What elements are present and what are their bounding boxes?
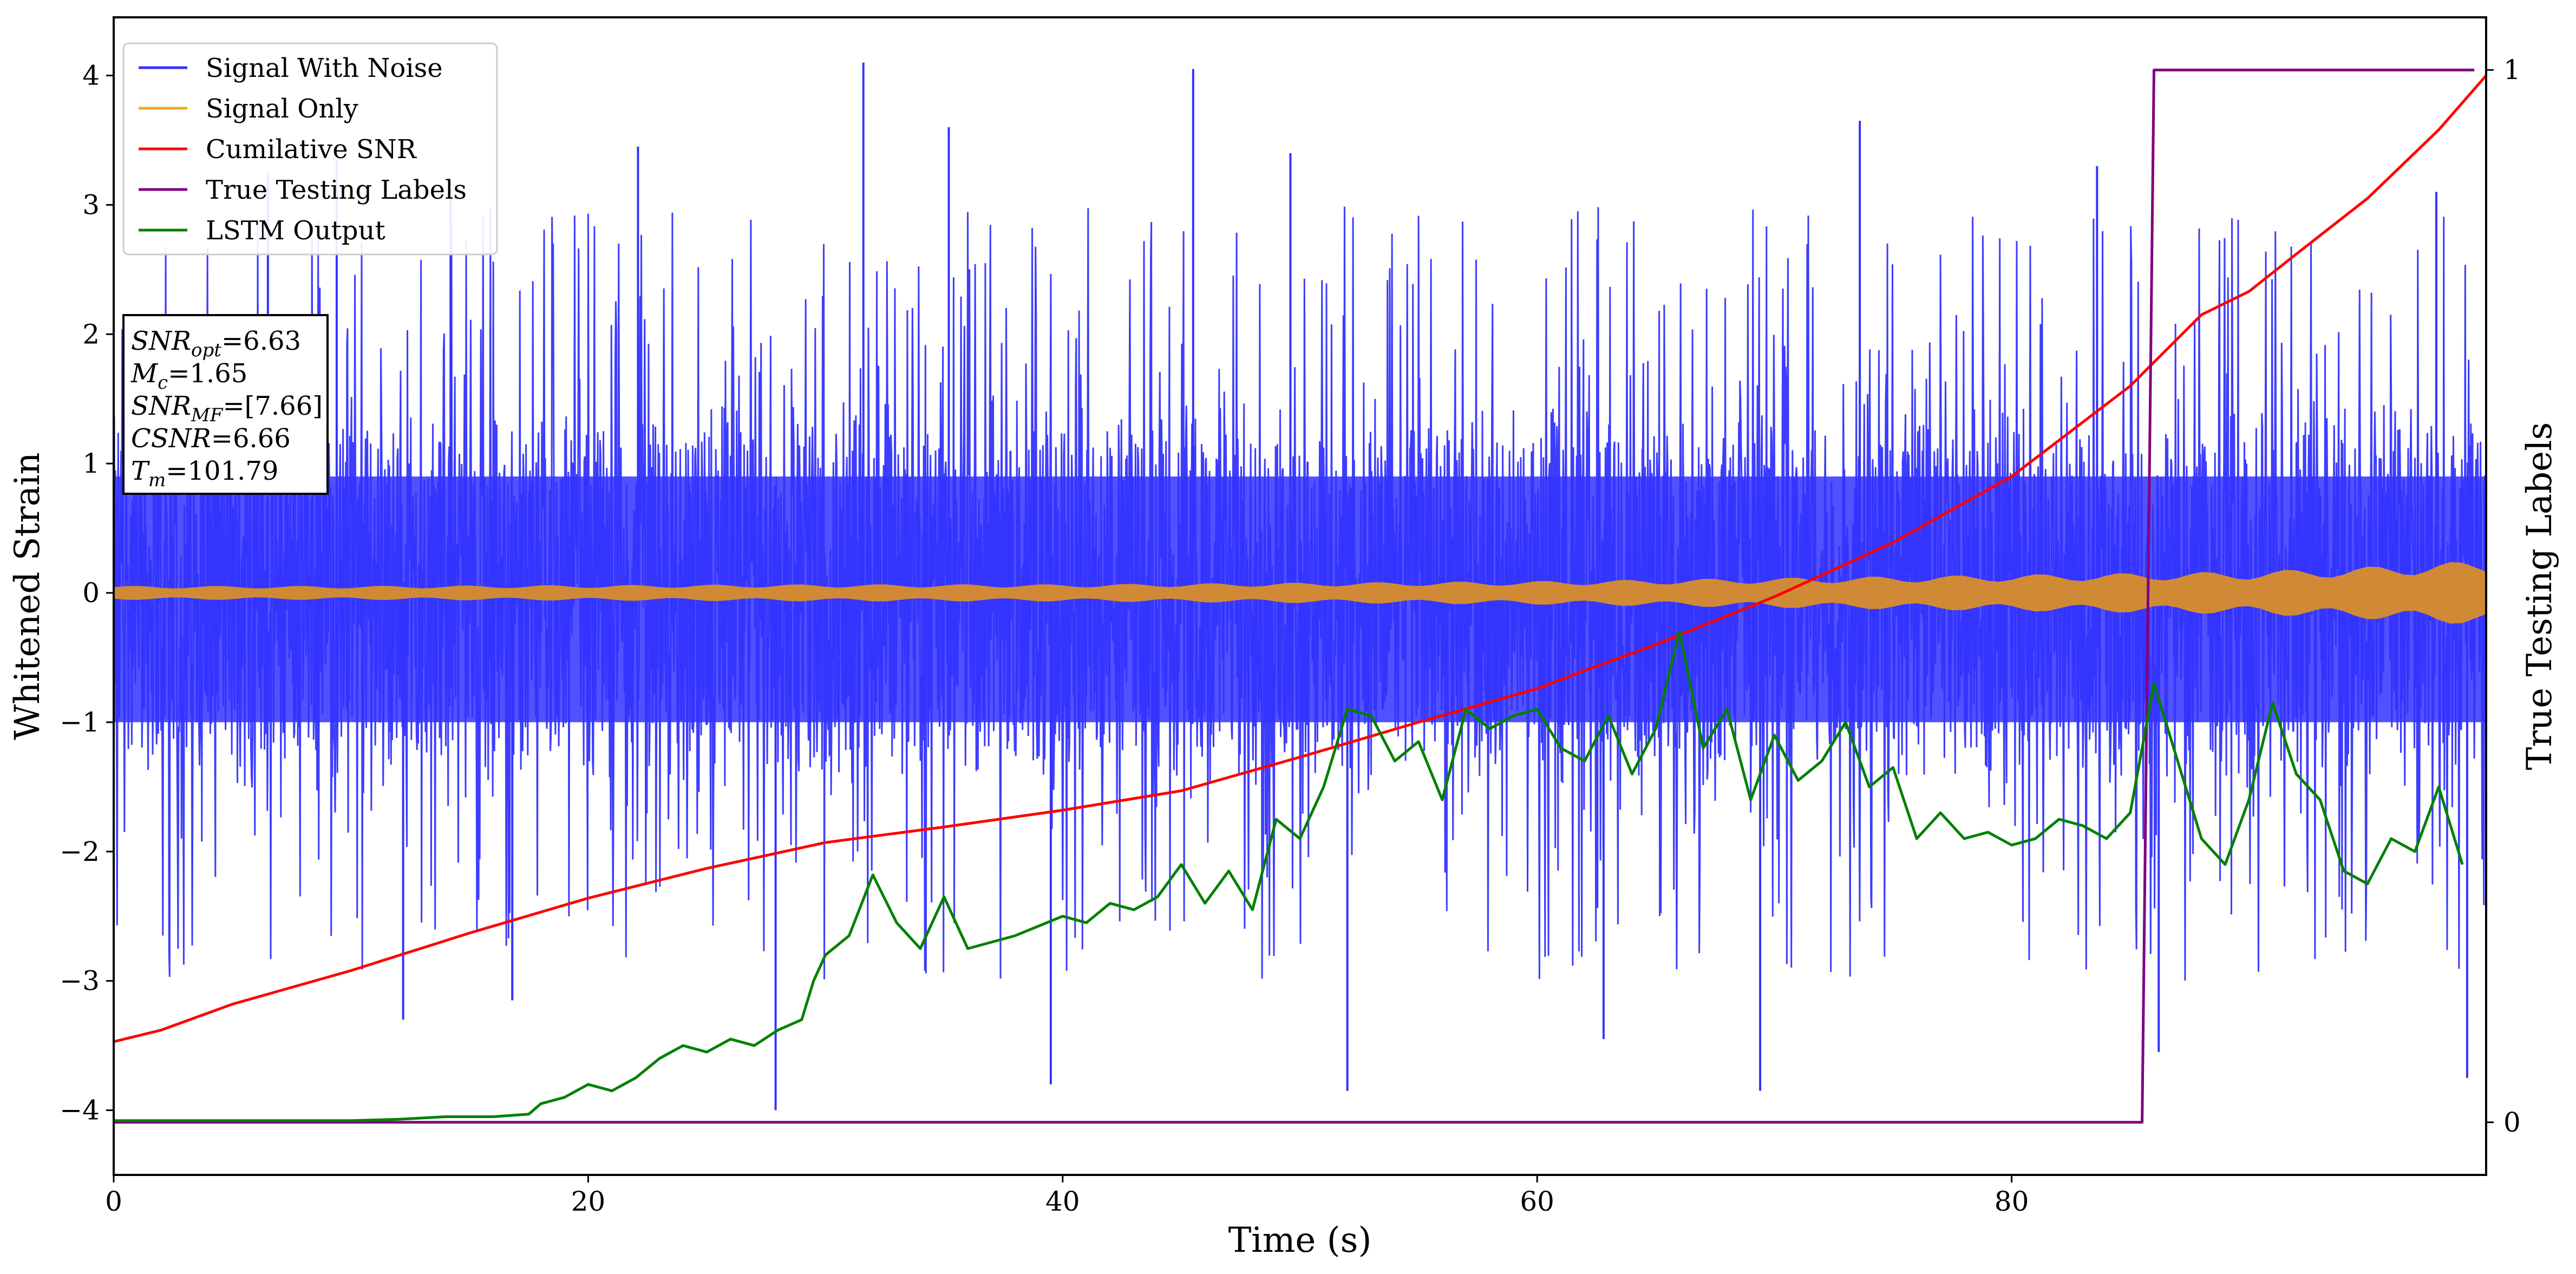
info-line-0: SNRopt=6.63: [131, 326, 301, 361]
info-box-frame: [122, 314, 329, 495]
y-tick-label-0: −4: [60, 1095, 100, 1126]
info-line-2: SNRMF=[7.66]: [131, 391, 323, 426]
y-tick-label-6: 2: [82, 318, 100, 350]
series-2: [114, 74, 2486, 1043]
y-tick-label-8: 4: [82, 60, 100, 91]
y-tick-label-5: 1: [82, 448, 100, 479]
info-box: SNRopt=6.63Mc=1.65SNRMF=[7.66]CSNR=6.66T…: [122, 314, 329, 495]
y2-axis-title: True Testing Labels: [2520, 422, 2560, 770]
y-tick-label-7: 3: [82, 189, 100, 220]
legend-label-2: Cumilative SNR: [206, 134, 417, 165]
y-axis-left: −4 −3 −2 −1 0 1 2 3 4: [60, 60, 114, 1126]
legend-label-4: LSTM Output: [206, 215, 385, 246]
signal-only-band: [114, 562, 2486, 624]
info-line-1: Mc=1.65: [130, 358, 247, 394]
x-tick-label-3: 60: [1520, 1186, 1554, 1217]
series-4: [114, 630, 2464, 1122]
series-1: [114, 562, 2486, 624]
lstm-output-line: [114, 630, 2464, 1122]
info-line-3: CSNR=6.66: [131, 423, 291, 454]
legend-label-0: Signal With Noise: [206, 53, 443, 83]
y-tick-label-1: −3: [60, 965, 100, 997]
x-tick-label-0: 0: [105, 1186, 122, 1217]
legend-label-3: True Testing Labels: [206, 175, 467, 205]
x-tick-label-1: 20: [571, 1186, 606, 1217]
y-tick-label-2: −2: [60, 836, 100, 867]
legend: Signal With Noise Signal Only Cumilative S…: [122, 42, 498, 256]
legend-label-1: Signal Only: [206, 94, 358, 124]
x-tick-label-2: 40: [1045, 1186, 1080, 1217]
plot-frame: [113, 16, 2487, 1176]
true-testing-labels-line: [114, 68, 2475, 1124]
y2-tick-label-1: 1: [2503, 54, 2521, 86]
y-tick-label-3: −1: [60, 707, 100, 738]
info-line-4: Tm=101.79: [131, 456, 278, 491]
x-axis-title: Time (s): [1228, 1220, 1372, 1260]
x-tick-label-4: 80: [1995, 1186, 2029, 1217]
series-3: [114, 68, 2475, 1124]
y-axis-right: 01: [2486, 54, 2521, 1138]
y-tick-label-4: 0: [82, 577, 100, 609]
y-axis-title: Whitened Strain: [8, 452, 48, 740]
plot-series: [114, 62, 2486, 1124]
legend-box: [122, 42, 498, 256]
x-axis: 0 20 40 60 80: [105, 1175, 2029, 1217]
cumilative-snr-line: [114, 74, 2486, 1043]
y2-tick-label-0: 0: [2503, 1107, 2521, 1138]
